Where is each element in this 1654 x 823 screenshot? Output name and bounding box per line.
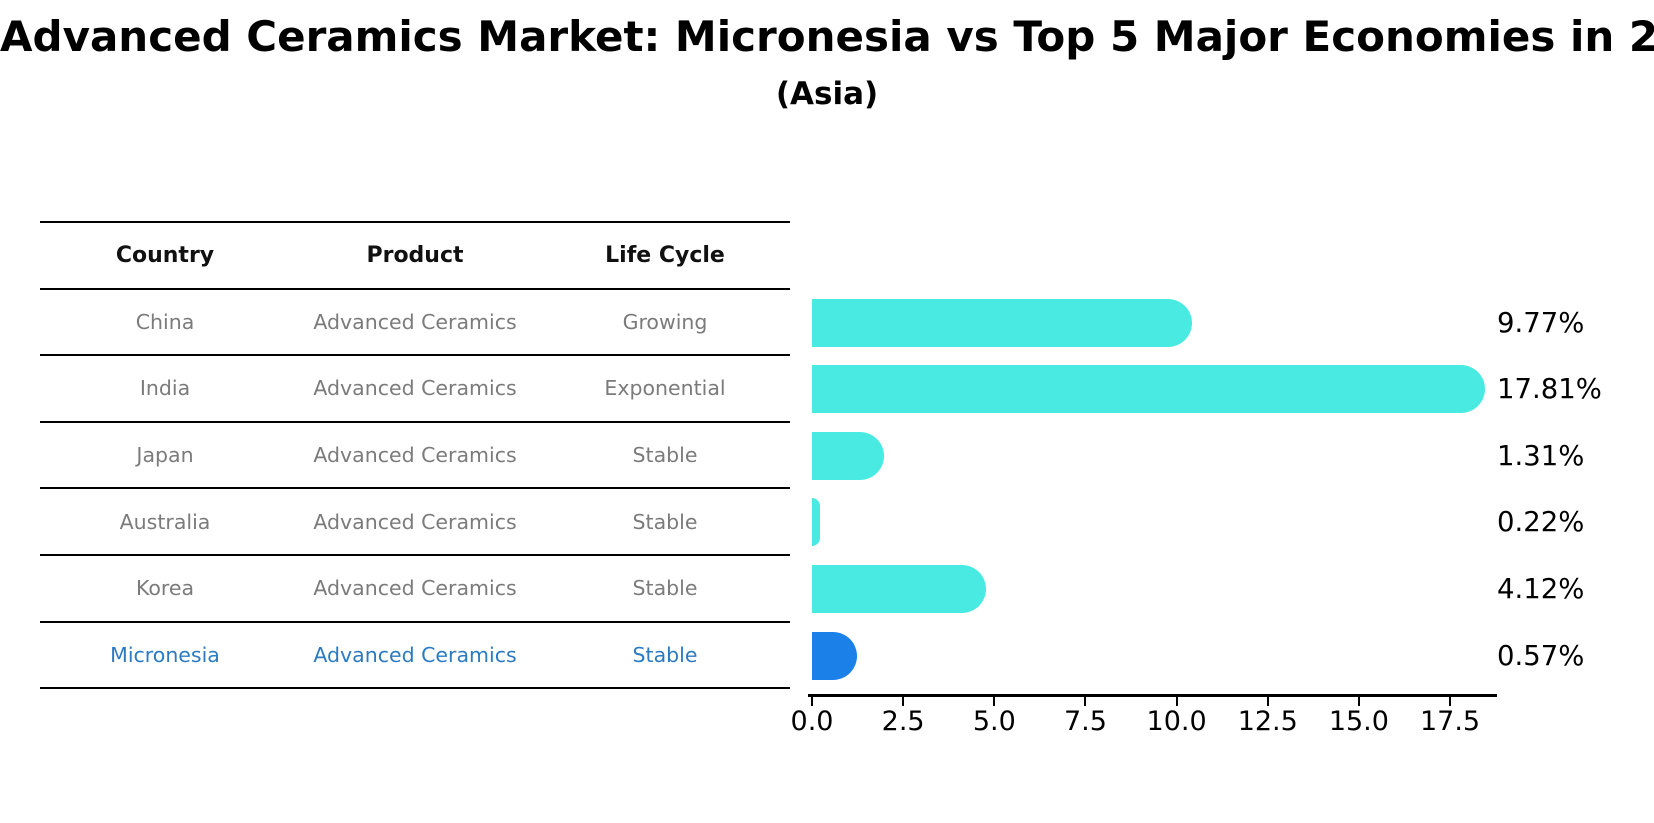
table-row-micronesia: Micronesia Advanced Ceramics Stable <box>40 620 790 690</box>
cell-life-cycle: Stable <box>632 576 698 601</box>
bar-china <box>812 298 1193 347</box>
bar-india <box>812 365 1486 414</box>
bar-value-label-korea: 4.12% <box>1497 572 1585 605</box>
x-tick <box>902 696 905 706</box>
x-tick <box>993 696 996 706</box>
cell-product: Advanced Ceramics <box>313 309 517 334</box>
chart-subtitle: (Asia) <box>775 76 879 112</box>
table-row-australia: Australia Advanced Ceramics Stable <box>40 487 790 554</box>
column-header-country: Country <box>115 242 215 268</box>
cell-product: Advanced Ceramics <box>313 376 517 401</box>
bar-korea <box>812 564 987 613</box>
table-row-india: India Advanced Ceramics Exponential <box>40 354 790 421</box>
x-tick-label: 12.5 <box>1237 706 1298 737</box>
cell-country: Korea <box>135 576 195 601</box>
bar-value-label-china: 9.77% <box>1497 306 1585 339</box>
bar-value-label-india: 17.81% <box>1497 373 1602 406</box>
x-tick-label: 7.5 <box>1063 706 1107 737</box>
bar-value-label-australia: 0.22% <box>1497 506 1585 539</box>
x-tick <box>1449 696 1452 706</box>
cell-life-cycle: Stable <box>632 642 698 667</box>
table-row-china: China Advanced Ceramics Growing <box>40 287 790 355</box>
cell-product: Advanced Ceramics <box>313 509 517 534</box>
bar-japan <box>812 431 884 480</box>
chart-title: Advanced Ceramics Market: Micronesia vs … <box>0 12 1654 61</box>
column-header-life-cycle: Life Cycle <box>605 242 725 268</box>
table-header-row: Country Product Life Cycle <box>40 221 790 288</box>
x-axis-line <box>808 694 1497 697</box>
cell-product: Advanced Ceramics <box>313 576 517 601</box>
x-tick <box>1084 696 1087 706</box>
bar-value-label-japan: 1.31% <box>1497 439 1585 472</box>
x-tick-label: 0.0 <box>790 706 834 737</box>
cell-country: Micronesia <box>110 642 220 667</box>
cell-life-cycle: Stable <box>632 443 698 468</box>
cell-country: Australia <box>119 509 211 534</box>
cell-life-cycle: Growing <box>622 309 708 334</box>
x-tick-label: 10.0 <box>1146 706 1207 737</box>
x-tick <box>1266 696 1269 706</box>
column-header-product: Product <box>366 242 464 268</box>
x-tick <box>1357 696 1360 706</box>
cell-country: Japan <box>136 443 194 468</box>
cell-country: China <box>135 309 195 334</box>
x-tick <box>811 696 813 706</box>
cell-life-cycle: Stable <box>632 509 698 534</box>
table-row-japan: Japan Advanced Ceramics Stable <box>40 420 790 488</box>
x-tick <box>1175 696 1178 706</box>
bar-value-label-micronesia: 0.57% <box>1497 639 1585 672</box>
cell-product: Advanced Ceramics <box>313 642 517 667</box>
table-row-korea: Korea Advanced Ceramics Stable <box>40 553 790 621</box>
x-tick-label: 17.5 <box>1419 706 1481 737</box>
cell-country: India <box>139 376 191 401</box>
cell-product: Advanced Ceramics <box>313 443 517 468</box>
country-table: Country Product Life Cycle China Advanced Ce… <box>40 221 790 690</box>
x-tick-label: 5.0 <box>972 706 1016 737</box>
cell-life-cycle: Exponential <box>604 376 726 401</box>
bar-micronesia <box>812 631 857 680</box>
bar-australia <box>812 498 821 547</box>
x-tick-label: 2.5 <box>881 706 925 737</box>
x-tick-label: 15.0 <box>1328 706 1389 737</box>
